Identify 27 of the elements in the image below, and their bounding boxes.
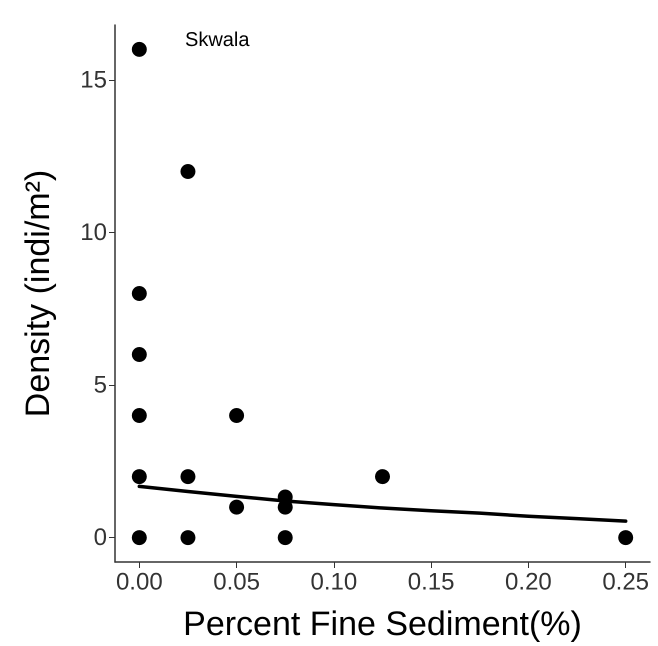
y-tick-label: 15 <box>80 66 107 94</box>
x-axis-title: Percent Fine Sediment(%) <box>183 605 582 643</box>
x-tick-label: 0.00 <box>116 568 163 596</box>
point <box>132 347 147 362</box>
point <box>132 408 147 424</box>
x-tick-label: 0.10 <box>310 568 358 596</box>
point <box>180 164 196 179</box>
point <box>375 469 390 484</box>
point <box>229 500 244 515</box>
x-tick-label: 0.05 <box>213 568 260 596</box>
point <box>132 469 147 484</box>
y-axis-title: Density (indi/m²) <box>19 170 57 418</box>
chart-title: Skwala <box>185 29 250 51</box>
point <box>229 408 244 424</box>
x-tick-label: 0.25 <box>602 568 650 596</box>
point <box>132 42 147 57</box>
point <box>180 530 196 546</box>
point <box>132 530 147 546</box>
x-tick-label: 0.20 <box>505 568 552 596</box>
y-tick-label: 10 <box>80 218 107 246</box>
x-tick-label: 0.15 <box>408 568 454 596</box>
y-tick-label: 5 <box>94 372 107 399</box>
point <box>132 286 147 301</box>
point <box>278 530 293 546</box>
point <box>618 530 634 546</box>
y-tick-label: 0 <box>94 524 107 552</box>
point <box>180 469 196 484</box>
